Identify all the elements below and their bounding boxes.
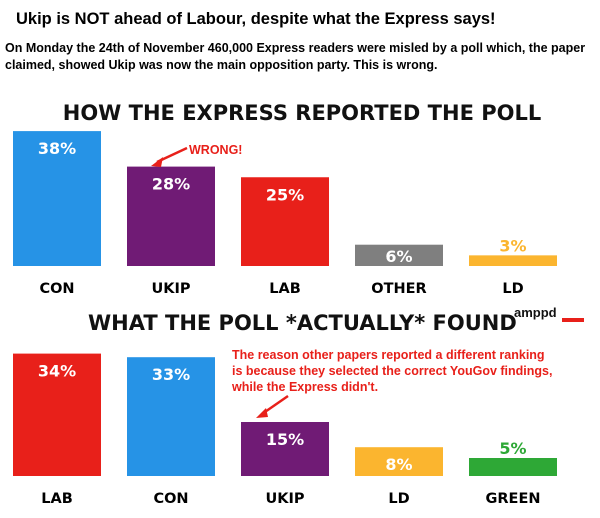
logo-badge [562, 318, 584, 322]
chart-title-actual: WHAT THE POLL *ACTUALLY* FOUND [88, 311, 517, 335]
category-label-other: OTHER [371, 281, 426, 297]
chart-express: HOW THE EXPRESS REPORTED THE POLL 38% CON… [13, 101, 557, 297]
headline: Ukip is NOT ahead of Labour, despite wha… [16, 10, 496, 28]
reason-note-line-2: is because they selected the correct You… [232, 364, 552, 378]
category-label-ld: LD [502, 281, 523, 297]
bar-ld [469, 255, 557, 266]
wrong-annotation: WRONG! [151, 143, 242, 167]
value-label-ukip: 28% [152, 175, 190, 194]
bar-green [469, 458, 557, 476]
reason-note-line-1: The reason other papers reported a diffe… [232, 348, 545, 362]
category-label-con: CON [39, 281, 74, 297]
bar-other [355, 244, 443, 266]
reason-arrow-head [256, 408, 268, 418]
wrong-arrow-head [151, 157, 163, 167]
bars-express: 38% CON 28% UKIP 25% LAB 6% OTHER 3% LD [13, 131, 557, 297]
category-label-green: GREEN [485, 491, 540, 507]
category-label-lab: LAB [41, 491, 73, 507]
category-label-ukip: UKIP [265, 491, 304, 507]
intro-text: On Monday the 24th of November 460,000 E… [5, 41, 586, 72]
value-label-lab: 25% [266, 185, 304, 204]
reason-note-line-3: while the Express didn't. [231, 380, 378, 394]
category-label-con: CON [153, 491, 188, 507]
value-label-con: 38% [38, 139, 76, 158]
reason-arrow [256, 394, 289, 418]
category-label-ukip: UKIP [151, 281, 190, 297]
logo: amppd [514, 305, 584, 322]
value-label-green: 5% [499, 439, 526, 458]
bar-ukip [127, 166, 215, 266]
bar-lab [241, 177, 329, 266]
logo-text: amppd [514, 305, 557, 320]
bar-con [13, 131, 101, 266]
category-label-lab: LAB [269, 281, 301, 297]
value-label-ukip: 15% [266, 430, 304, 449]
bars-actual: 34% LAB 33% CON 15% UKIP 8% LD 5% GREEN [13, 353, 557, 507]
bar-con [127, 357, 215, 476]
value-label-ld: 3% [499, 236, 526, 255]
value-label-ld: 8% [385, 455, 412, 474]
value-label-con: 33% [152, 365, 190, 384]
category-label-ld: LD [388, 491, 409, 507]
reason-note: The reason other papers reported a diffe… [231, 348, 556, 394]
value-label-lab: 34% [38, 362, 76, 381]
chart-actual: WHAT THE POLL *ACTUALLY* FOUND amppd 34%… [13, 305, 584, 507]
value-label-other: 6% [385, 247, 412, 266]
chart-title-express: HOW THE EXPRESS REPORTED THE POLL [63, 101, 541, 125]
bar-lab [13, 353, 101, 476]
wrong-label: WRONG! [189, 143, 242, 157]
bar-ukip [241, 422, 329, 476]
bar-ld [355, 447, 443, 476]
